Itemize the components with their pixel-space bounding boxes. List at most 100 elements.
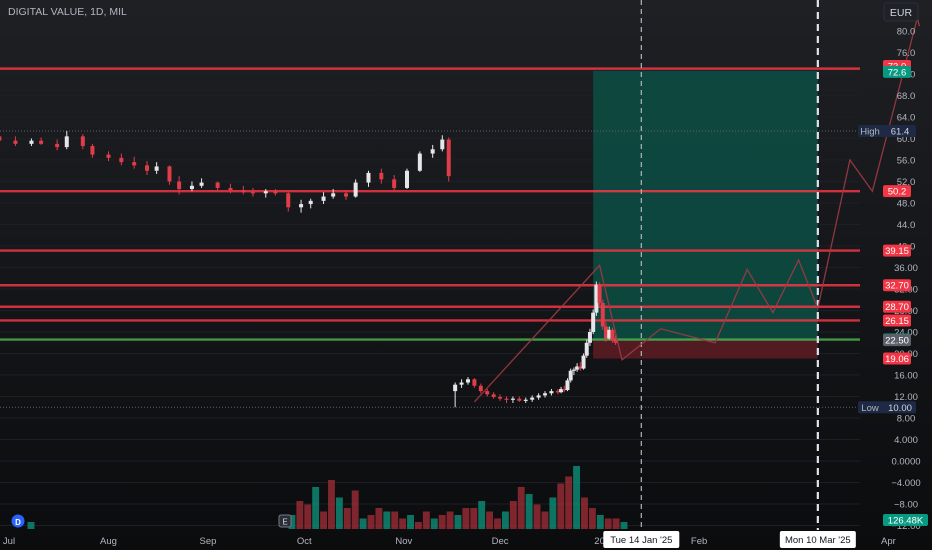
y-tick-label: 24.00: [894, 328, 918, 339]
candle-body: [119, 157, 124, 163]
currency-button[interactable]: EUR: [883, 2, 919, 22]
price-tag: 19.06: [883, 352, 911, 365]
svg-text:High: High: [860, 126, 880, 137]
time-axis[interactable]: Jul Aug Sep Oct Nov Dec 20 Feb Apr Tue 14 Jan '25…: [3, 531, 896, 548]
candle-body: [392, 179, 397, 188]
candle-body: [465, 379, 470, 383]
svg-text:50.2: 50.2: [888, 187, 907, 198]
target-zone: [593, 70, 818, 341]
candle-body: [0, 136, 2, 141]
candle-body: [90, 146, 95, 155]
candle-body: [549, 391, 554, 394]
candle-body: [250, 192, 255, 194]
y-tick-label: 44.0: [897, 220, 916, 231]
candle-body: [575, 366, 580, 370]
y-tick-label: 80.0: [897, 27, 916, 38]
date-marker-label[interactable]: Tue 14 Jan '25: [603, 531, 680, 548]
candle-body: [523, 399, 528, 401]
candle-body: [353, 182, 358, 197]
candle-body: [581, 355, 586, 369]
volume-bar: [470, 508, 478, 529]
svg-text:72.6: 72.6: [888, 67, 907, 78]
candle-body: [459, 382, 464, 385]
candle-body: [530, 397, 535, 400]
svg-text:Tue 14 Jan '25: Tue 14 Jan '25: [610, 535, 672, 546]
volume-tag: 126.48K: [883, 514, 928, 527]
svg-text:Low: Low: [861, 403, 879, 414]
y-tick-label: 8.00: [897, 414, 916, 425]
svg-text:61.4: 61.4: [891, 126, 910, 137]
y-tick-label: 64.0: [897, 113, 916, 124]
candle-body: [64, 136, 69, 148]
volume-bar: [612, 518, 620, 529]
volume-bar: [367, 515, 375, 529]
candle-body: [565, 380, 570, 391]
volume-bar: [399, 518, 407, 529]
candle-body: [584, 342, 589, 356]
date-marker-label[interactable]: Mon 10 Mar '25: [779, 531, 856, 548]
volume-bar: [620, 522, 628, 529]
candle-body: [154, 166, 159, 171]
x-tick-label: Jul: [3, 536, 15, 547]
dividends-icon[interactable]: D: [11, 514, 25, 528]
candle-body: [604, 326, 608, 339]
x-tick-label: Dec: [492, 536, 509, 547]
candle-body: [430, 149, 435, 154]
svg-text:39.15: 39.15: [885, 246, 909, 257]
candle-body: [55, 143, 60, 148]
y-tick-label: 76.0: [897, 48, 916, 59]
price-tag: 72.6: [883, 65, 911, 78]
candle-body: [106, 154, 111, 158]
svg-text:19.06: 19.06: [885, 354, 909, 365]
candle-body: [167, 166, 172, 182]
candle-body: [440, 139, 445, 150]
candle-body: [597, 284, 602, 303]
date-markers[interactable]: [640, 0, 819, 530]
candle-body: [13, 140, 18, 144]
candle-body: [587, 332, 592, 343]
volume-bar: [596, 515, 604, 529]
volume-bar: [422, 511, 430, 529]
x-tick-label: 20: [594, 536, 605, 547]
y-tick-label: 60.0: [897, 134, 916, 145]
extreme-label: Low 10.00: [858, 401, 916, 414]
volume-bar: [486, 511, 494, 529]
volume-bar: [604, 518, 612, 529]
candle-body: [591, 312, 596, 332]
stop-zone: [593, 340, 818, 359]
candle-body: [273, 191, 278, 194]
y-tick-label: 68.0: [897, 91, 916, 102]
price-tag: 26.15: [883, 314, 911, 327]
candle-body: [417, 153, 422, 171]
volume-bar: [375, 508, 383, 529]
candle-body: [39, 140, 44, 144]
svg-text:26.15: 26.15: [885, 316, 909, 327]
candle-body: [613, 340, 618, 343]
candle-body: [228, 187, 233, 191]
volume-bar: [304, 504, 312, 529]
candle-body: [610, 329, 615, 341]
candle-body: [286, 193, 291, 208]
candle-body: [321, 196, 326, 201]
volume-bar: [501, 511, 509, 529]
candle-body: [308, 200, 313, 205]
horizontal-levels[interactable]: [0, 67, 860, 341]
y-tick-label: 52.0: [897, 177, 916, 188]
candle-body: [80, 136, 85, 147]
volume-bar: [533, 504, 541, 529]
volume-bar: [351, 490, 359, 529]
candle-body: [571, 369, 576, 371]
candle-body: [517, 398, 522, 401]
candle-body: [478, 385, 483, 392]
svg-text:D: D: [15, 518, 21, 527]
candle-body: [453, 384, 458, 392]
earnings-icon[interactable]: E: [278, 514, 292, 528]
candle-body: [472, 379, 477, 386]
volume-bar: [549, 497, 557, 529]
candle-body: [504, 398, 509, 400]
projection-line[interactable]: [473, 17, 918, 403]
candle-body: [263, 191, 268, 194]
volume-bar: [438, 515, 446, 529]
volume-bar: [359, 518, 367, 529]
